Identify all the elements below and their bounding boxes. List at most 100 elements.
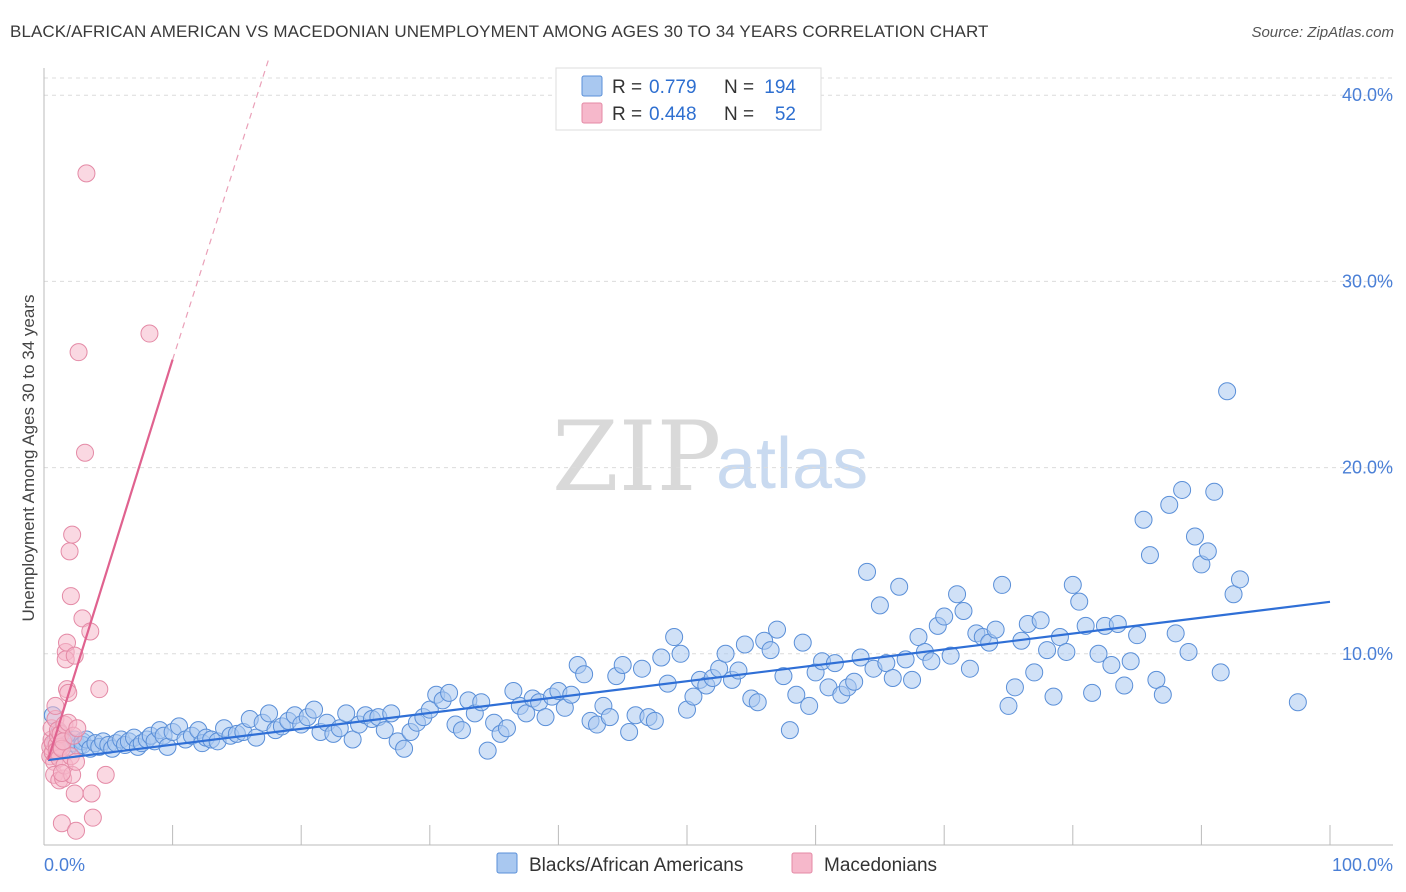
macedonians-point[interactable] — [83, 808, 102, 827]
macedonians-point[interactable] — [52, 763, 71, 782]
blacks-point[interactable] — [716, 644, 735, 663]
blacks-point[interactable] — [883, 669, 902, 688]
blacks-point[interactable] — [1153, 685, 1172, 704]
blacks-point[interactable] — [305, 700, 324, 719]
macedonians-point[interactable] — [65, 784, 84, 803]
blacks-point[interactable] — [1128, 626, 1147, 645]
macedonians-point[interactable] — [63, 525, 82, 544]
blacks-point[interactable] — [1083, 683, 1102, 702]
blacks-point[interactable] — [375, 721, 394, 740]
blacks-point[interactable] — [748, 693, 767, 712]
blacks-point[interactable] — [613, 655, 632, 674]
macedonians-point[interactable] — [67, 821, 86, 840]
blacks-point[interactable] — [1218, 382, 1237, 401]
blacks-point[interactable] — [993, 575, 1012, 594]
macedonians-point[interactable] — [96, 765, 115, 784]
series-legend-swatch-blacks[interactable] — [496, 852, 518, 874]
blacks-point[interactable] — [787, 685, 806, 704]
blacks-point[interactable] — [1108, 615, 1127, 634]
blacks-point[interactable] — [954, 601, 973, 620]
blacks-point[interactable] — [851, 648, 870, 667]
blacks-point[interactable] — [1005, 678, 1024, 697]
blacks-point[interactable] — [780, 721, 799, 740]
blacks-point[interactable] — [986, 620, 1005, 639]
blacks-point[interactable] — [1185, 527, 1204, 546]
blacks-point[interactable] — [440, 683, 459, 702]
series-legend-swatch-macedonians[interactable] — [791, 852, 813, 874]
blacks-point[interactable] — [600, 708, 619, 727]
blacks-point[interactable] — [1076, 616, 1095, 635]
macedonians-point[interactable] — [46, 696, 65, 715]
blacks-point[interactable] — [735, 635, 754, 654]
blacks-point[interactable] — [665, 628, 684, 647]
blacks-point[interactable] — [1198, 542, 1217, 561]
macedonians-point[interactable] — [52, 814, 71, 833]
blacks-point[interactable] — [858, 562, 877, 581]
blacks-point[interactable] — [1140, 546, 1159, 565]
source-label[interactable]: Source: ZipAtlas.com — [1251, 24, 1394, 41]
blacks-point[interactable] — [620, 723, 639, 742]
macedonians-point[interactable] — [140, 324, 159, 343]
macedonians-point[interactable] — [76, 443, 95, 462]
blacks-point[interactable] — [536, 708, 555, 727]
blacks-point[interactable] — [999, 696, 1018, 715]
blacks-point[interactable] — [395, 739, 414, 758]
blacks-point[interactable] — [890, 577, 909, 596]
blacks-point[interactable] — [960, 659, 979, 678]
blacks-point[interactable] — [1044, 687, 1063, 706]
blacks-point[interactable] — [1089, 644, 1108, 663]
blacks-point[interactable] — [768, 620, 787, 639]
blacks-point[interactable] — [671, 644, 690, 663]
macedonians-point[interactable] — [82, 784, 101, 803]
blacks-point[interactable] — [343, 730, 362, 749]
blacks-point[interactable] — [800, 696, 819, 715]
blacks-point[interactable] — [1063, 575, 1082, 594]
blacks-point[interactable] — [870, 596, 889, 615]
blacks-point[interactable] — [1205, 482, 1224, 501]
series-macedonians-points[interactable] — [41, 164, 159, 840]
blacks-point[interactable] — [645, 711, 664, 730]
macedonians-point[interactable] — [68, 719, 87, 738]
blacks-point[interactable] — [1031, 611, 1050, 630]
macedonians-point[interactable] — [77, 164, 96, 183]
series-legend-label-macedonians[interactable]: Macedonians — [824, 855, 937, 876]
macedonians-point[interactable] — [60, 542, 79, 561]
blacks-point[interactable] — [935, 607, 954, 626]
blacks-point[interactable] — [684, 687, 703, 706]
blacks-point[interactable] — [922, 652, 941, 671]
blacks-point[interactable] — [877, 654, 896, 673]
blacks-point[interactable] — [1070, 592, 1089, 611]
blacks-point[interactable] — [652, 648, 671, 667]
blacks-point[interactable] — [1134, 510, 1153, 529]
blacks-point[interactable] — [1102, 655, 1121, 674]
blacks-point[interactable] — [1211, 663, 1230, 682]
blacks-point[interactable] — [497, 719, 516, 738]
blacks-point[interactable] — [337, 704, 356, 723]
blacks-point[interactable] — [517, 704, 536, 723]
macedonians-point[interactable] — [90, 680, 109, 699]
blacks-point[interactable] — [1147, 670, 1166, 689]
blacks-point[interactable] — [575, 665, 594, 684]
blacks-point[interactable] — [1224, 585, 1243, 604]
blacks-point[interactable] — [909, 628, 928, 647]
macedonians-point[interactable] — [61, 587, 80, 606]
blacks-point[interactable] — [1121, 652, 1140, 671]
blacks-point[interactable] — [478, 741, 497, 760]
series-legend-label-blacks[interactable]: Blacks/African Americans — [529, 855, 743, 876]
blacks-point[interactable] — [1025, 663, 1044, 682]
blacks-point[interactable] — [941, 646, 960, 665]
blacks-point[interactable] — [504, 682, 523, 701]
blacks-point[interactable] — [1160, 495, 1179, 514]
blacks-point[interactable] — [1166, 624, 1185, 643]
blacks-point[interactable] — [903, 670, 922, 689]
blacks-point[interactable] — [845, 672, 864, 691]
macedonians-point[interactable] — [69, 343, 88, 362]
blacks-point[interactable] — [1115, 676, 1134, 695]
blacks-point[interactable] — [793, 633, 812, 652]
blacks-point[interactable] — [260, 704, 279, 723]
blacks-point[interactable] — [1038, 641, 1057, 660]
blacks-point[interactable] — [1173, 480, 1192, 499]
blacks-point[interactable] — [1179, 642, 1198, 661]
blacks-point[interactable] — [948, 585, 967, 604]
blacks-point[interactable] — [1288, 693, 1307, 712]
